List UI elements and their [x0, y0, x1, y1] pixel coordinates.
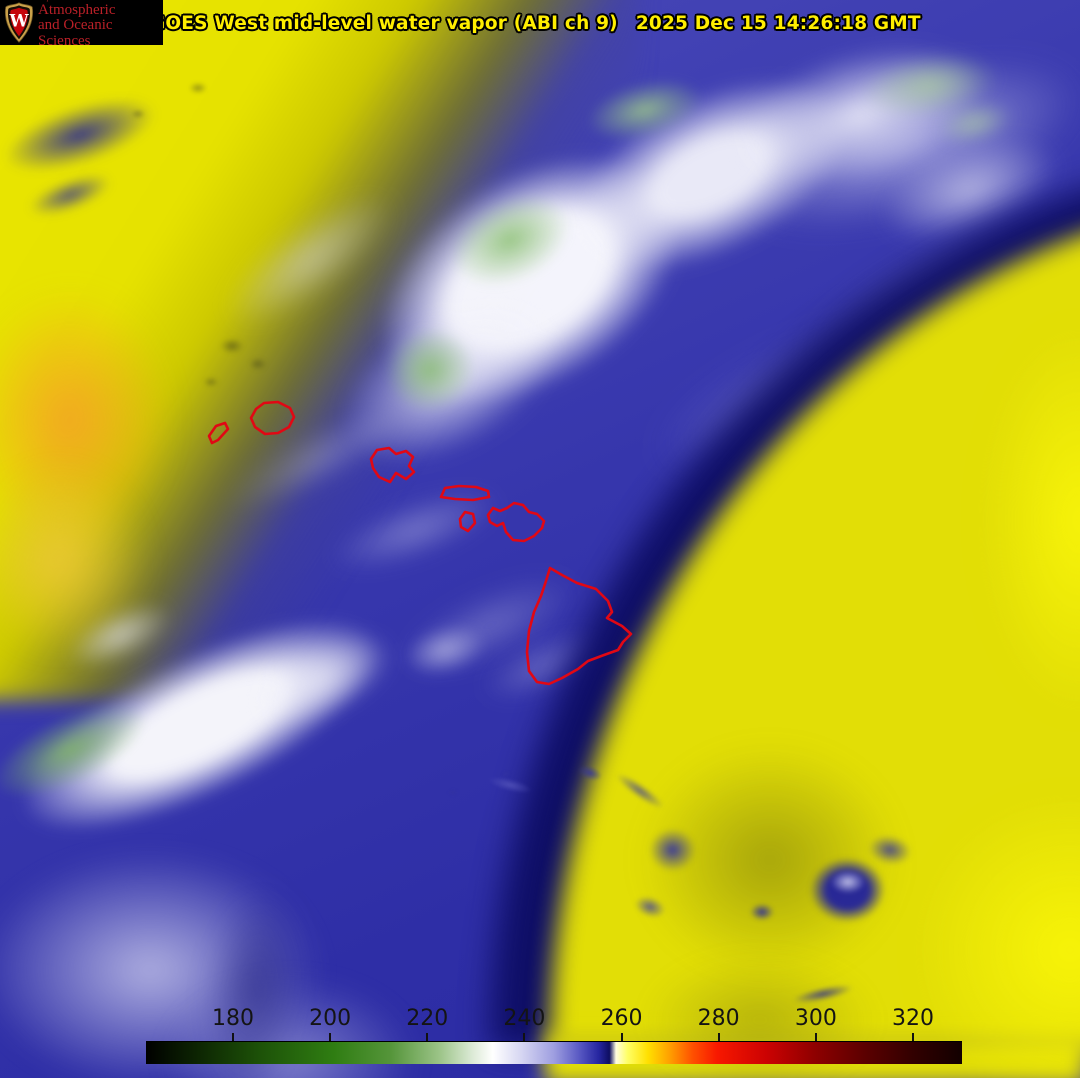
map-region-dark-speck: [245, 355, 271, 373]
colorbar-tick-mark: [911, 1033, 914, 1041]
colorbar-tick-mark: [426, 1033, 429, 1041]
image-title-bar: GOES West mid-level water vapor (ABI ch …: [150, 13, 921, 34]
uw-crest-icon: W: [4, 2, 34, 43]
colorbar-tick-label: 320: [891, 1006, 934, 1031]
colorbar-tick-label: 200: [309, 1006, 352, 1031]
colorbar-tick-label: 220: [406, 1006, 449, 1031]
map-region-convective-filament: [446, 788, 460, 797]
colorbar-tick-label: 280: [697, 1006, 740, 1031]
logo-line-2: and Oceanic Sciences: [38, 17, 113, 49]
logo-department-line: Department of: [38, 0, 163, 3]
island-outline-maui: [486, 501, 546, 543]
map-region-dark-speck: [128, 108, 148, 120]
colorbar-tick-label: 240: [503, 1006, 546, 1031]
colorbar-tick-mark: [231, 1033, 234, 1041]
island-outline-niihau: [207, 421, 230, 445]
island-outline-hawaii: [525, 566, 633, 686]
island-outline-oahu: [369, 446, 416, 484]
logo-line-1: Atmospheric: [38, 1, 116, 18]
map-region-dark-speck: [200, 375, 222, 389]
map-region-convective-filament: [824, 866, 872, 898]
map-region-dark-speck: [185, 80, 211, 96]
crest-letter: W: [8, 12, 29, 32]
island-outline-molokai: [439, 484, 491, 502]
image-timestamp: 2025 Dec 15 14:26:18 GMT: [635, 13, 921, 34]
logo-text: Department of Atmospheric and Oceanic Sc…: [38, 0, 163, 50]
colorbar-tick-mark: [329, 1033, 332, 1041]
colorbar-tick-mark: [717, 1033, 720, 1041]
colorbar-tick-label: 300: [794, 1006, 837, 1031]
colorbar-gradient-bar: [146, 1041, 962, 1064]
temperature-colorbar: 180 200 220 240 260 280 300 320: [146, 1006, 962, 1066]
map-region-convective-filament: [640, 820, 705, 880]
colorbar-tick-mark: [620, 1033, 623, 1041]
uw-aos-logo: W Department of Atmospheric and Oceanic …: [0, 0, 163, 49]
colorbar-tick-mark: [523, 1033, 526, 1041]
colorbar-tick-label: 260: [600, 1006, 643, 1031]
island-outline-kauai: [249, 400, 296, 436]
map-region-convective-filament: [745, 900, 779, 924]
colorbar-tick-mark: [814, 1033, 817, 1041]
island-outline-lanai: [458, 510, 477, 533]
colorbar-tick-label: 180: [211, 1006, 254, 1031]
image-title: GOES West mid-level water vapor (ABI ch …: [150, 13, 618, 34]
map-region-convective-filament: [500, 770, 512, 778]
